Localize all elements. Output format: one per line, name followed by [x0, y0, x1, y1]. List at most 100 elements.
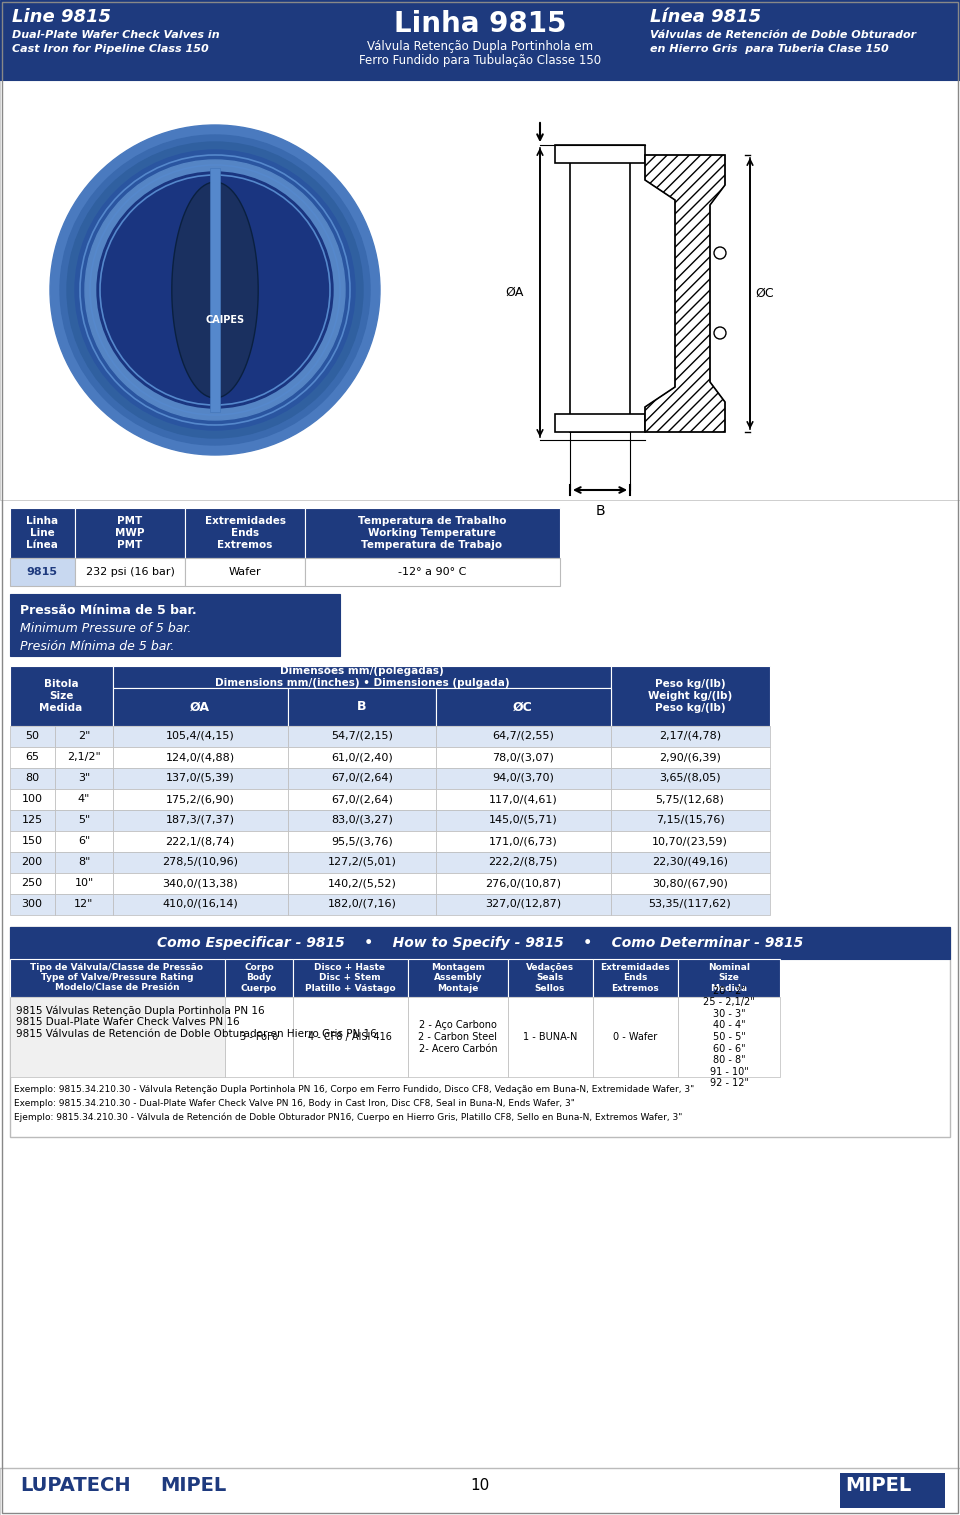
Bar [75, 558, 185, 586]
Text: 105,4/(4,15): 105,4/(4,15) [166, 732, 234, 741]
Text: 50: 50 [25, 732, 39, 741]
Bar [288, 726, 436, 747]
Text: Exemplo: 9815.34.210.30 - Dual-Plate Wafer Check Valve PN 16, Body in Cast Iron,: Exemplo: 9815.34.210.30 - Dual-Plate Waf… [14, 1098, 575, 1107]
Text: Extremidades
Ends
Extremos: Extremidades Ends Extremos [204, 517, 285, 550]
Bar [225, 997, 293, 1077]
Bar [611, 789, 770, 811]
Bar [436, 726, 611, 747]
Bar [10, 594, 340, 656]
Text: 53,35/(117,62): 53,35/(117,62) [649, 898, 732, 909]
Text: 250: 250 [21, 879, 42, 888]
Text: 2,1/2": 2,1/2" [67, 751, 101, 762]
Text: 1 - BUNA-N: 1 - BUNA-N [523, 1032, 577, 1042]
Text: 124,0/(4,88): 124,0/(4,88) [165, 751, 234, 762]
Bar [436, 832, 611, 851]
Bar [611, 894, 770, 915]
Text: 0 - Wafer: 0 - Wafer [612, 1032, 658, 1042]
Bar [611, 811, 770, 832]
Text: 175,2/(6,90): 175,2/(6,90) [165, 794, 234, 804]
Bar [113, 811, 288, 832]
Bar [10, 726, 55, 747]
Bar [185, 558, 305, 586]
Bar [55, 811, 113, 832]
Polygon shape [172, 182, 215, 398]
Bar [10, 558, 75, 586]
Bar [408, 997, 508, 1077]
Text: 4 - CF8 / AISI 416: 4 - CF8 / AISI 416 [308, 1032, 392, 1042]
Text: Ejemplo: 9815.34.210.30 - Válvula de Retención de Doble Obturador PN16, Cuerpo e: Ejemplo: 9815.34.210.30 - Válvula de Ret… [14, 1114, 683, 1123]
Bar [10, 508, 75, 558]
Bar [678, 997, 780, 1077]
Bar [611, 667, 770, 726]
Text: 8": 8" [78, 857, 90, 867]
Bar [113, 726, 288, 747]
Text: 182,0/(7,16): 182,0/(7,16) [327, 898, 396, 909]
Bar [611, 832, 770, 851]
Bar [10, 811, 55, 832]
Bar [555, 414, 645, 432]
Text: 222,1/(8,74): 222,1/(8,74) [165, 836, 234, 845]
Text: 3,65/(8,05): 3,65/(8,05) [660, 773, 721, 783]
Bar [10, 927, 950, 959]
Bar [508, 959, 593, 997]
Text: Bitola
Size
Medida: Bitola Size Medida [39, 679, 83, 712]
Text: 7,15/(15,76): 7,15/(15,76) [656, 815, 725, 826]
Bar [436, 747, 611, 768]
Text: Línea 9815: Línea 9815 [650, 8, 761, 26]
Text: PMT
MWP
PMT: PMT MWP PMT [115, 517, 145, 550]
Text: 83,0/(3,27): 83,0/(3,27) [331, 815, 393, 826]
Bar [611, 768, 770, 789]
Bar [210, 168, 220, 412]
Text: 145,0/(5,71): 145,0/(5,71) [489, 815, 558, 826]
Bar [113, 667, 611, 688]
Bar [10, 873, 55, 894]
Bar [611, 747, 770, 768]
Bar [10, 927, 950, 1136]
Bar [288, 894, 436, 915]
Text: Exemplo: 9815.34.210.30 - Válvula Retenção Dupla Portinhola PN 16, Corpo em Ferr: Exemplo: 9815.34.210.30 - Válvula Retenç… [14, 1085, 694, 1094]
Bar [185, 508, 305, 558]
Bar [113, 747, 288, 768]
Text: 9815 Válvulas Retenção Dupla Portinhola PN 16
9815 Dual-Plate Wafer Check Valves: 9815 Válvulas Retenção Dupla Portinhola … [16, 1004, 376, 1039]
Text: 94,0/(3,70): 94,0/(3,70) [492, 773, 554, 783]
Text: Válvula Retenção Dupla Portinhola em: Válvula Retenção Dupla Portinhola em [367, 39, 593, 53]
Circle shape [714, 327, 726, 339]
Text: Como Especificar - 9815    •    How to Specify - 9815    •    Como Determinar - : Como Especificar - 9815 • How to Specify… [156, 936, 804, 950]
Text: 9815: 9815 [27, 567, 58, 577]
Text: 222,2/(8,75): 222,2/(8,75) [489, 857, 558, 867]
Bar [113, 688, 288, 726]
Text: Montagem
Assembly
Montaje: Montagem Assembly Montaje [431, 964, 485, 992]
Bar [305, 508, 560, 558]
Text: Presión Mínima de 5 bar.: Presión Mínima de 5 bar. [20, 639, 175, 653]
Bar [10, 747, 55, 768]
Bar [611, 726, 770, 747]
Bar [288, 789, 436, 811]
Text: ØA: ØA [506, 285, 524, 298]
Bar [55, 851, 113, 873]
Bar [55, 747, 113, 768]
Bar [113, 832, 288, 851]
Text: 65: 65 [25, 751, 39, 762]
Text: 2,90/(6,39): 2,90/(6,39) [660, 751, 721, 762]
Text: 2,17/(4,78): 2,17/(4,78) [659, 732, 721, 741]
Circle shape [50, 126, 380, 454]
Bar [55, 789, 113, 811]
Text: Tipo de Válvula/Classe de Pressão
Type of Valve/Pressure Rating
Modelo/Clase de : Tipo de Válvula/Classe de Pressão Type o… [31, 964, 204, 992]
Text: 150: 150 [21, 836, 42, 845]
Bar [0, 80, 960, 500]
Text: Pressão Mínima de 5 bar.: Pressão Mínima de 5 bar. [20, 604, 197, 617]
Text: Dimensões mm/(polegadas)
Dimensions mm/(inches) • Dimensiones (pulgada): Dimensões mm/(polegadas) Dimensions mm/(… [215, 667, 510, 688]
Text: MIPEL: MIPEL [160, 1476, 227, 1495]
Bar [570, 155, 630, 432]
Bar [288, 747, 436, 768]
Text: Wafer: Wafer [228, 567, 261, 577]
Bar [436, 894, 611, 915]
Bar [293, 997, 408, 1077]
Bar [288, 851, 436, 873]
Bar [288, 873, 436, 894]
Bar [593, 959, 678, 997]
Circle shape [67, 142, 363, 438]
Bar [10, 894, 55, 915]
Bar [436, 873, 611, 894]
Text: 3 - FoFo: 3 - FoFo [240, 1032, 278, 1042]
